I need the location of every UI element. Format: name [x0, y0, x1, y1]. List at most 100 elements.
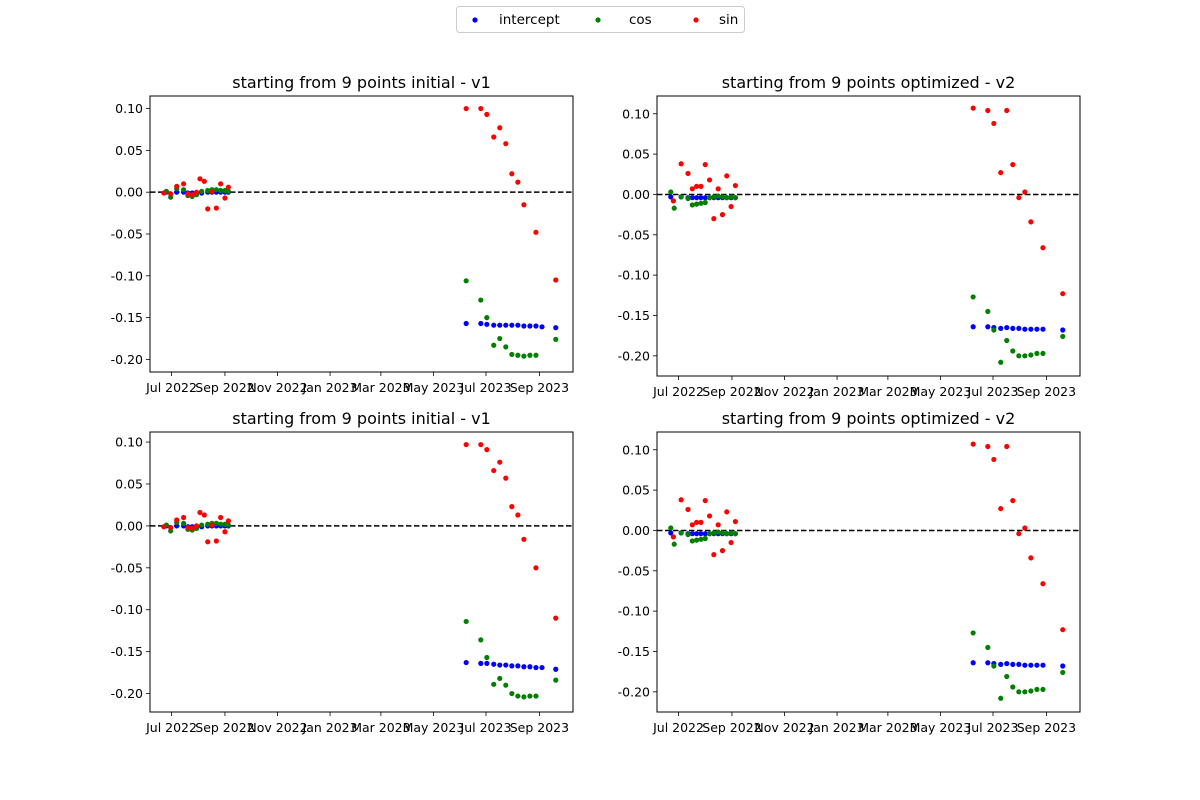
series-cos — [668, 189, 1066, 365]
data-point-intercept — [539, 664, 545, 671]
series-sin — [161, 441, 559, 621]
data-point-cos — [180, 520, 187, 526]
data-point-cos — [199, 188, 205, 194]
data-point-intercept — [515, 663, 521, 669]
data-point-sin — [521, 536, 527, 542]
data-point-cos — [724, 195, 730, 201]
y-tick-label: 0.05 — [115, 143, 143, 158]
data-point-cos — [698, 536, 704, 542]
data-point-intercept — [970, 324, 976, 330]
subplot-title: starting from 9 points optimized - v2 — [722, 73, 1016, 92]
data-point-intercept — [1028, 326, 1034, 332]
data-point-sin — [1004, 107, 1010, 114]
data-point-sin — [1040, 245, 1046, 251]
data-point-sin — [491, 467, 497, 474]
data-point-cos — [1022, 689, 1028, 695]
data-point-sin — [168, 191, 174, 197]
data-point-cos — [491, 342, 497, 348]
data-point-sin — [174, 517, 180, 523]
data-point-cos — [998, 359, 1004, 365]
data-point-cos — [668, 525, 674, 531]
data-point-sin — [1060, 291, 1066, 297]
y-tick-label: -0.15 — [111, 310, 143, 325]
data-point-cos — [1022, 353, 1028, 359]
data-point-cos — [998, 695, 1004, 701]
data-point-cos — [527, 693, 533, 699]
data-point-cos — [668, 189, 674, 195]
data-point-cos — [213, 520, 219, 526]
data-point-cos — [1028, 352, 1034, 358]
data-point-sin — [484, 111, 490, 117]
y-tick-label: -0.20 — [618, 684, 650, 699]
data-point-intercept — [553, 666, 559, 672]
data-point-sin — [711, 216, 717, 222]
y-tick-label: -0.20 — [111, 686, 143, 701]
data-point-cos — [533, 693, 539, 699]
data-point-cos — [719, 194, 726, 200]
data-point-cos — [724, 531, 730, 537]
legend: intercept cos sin — [456, 6, 745, 33]
data-point-cos — [515, 352, 521, 358]
data-point-intercept — [1004, 324, 1010, 331]
x-tick-label: Jan 2023 — [302, 380, 358, 395]
data-point-intercept — [533, 323, 539, 329]
data-point-intercept — [533, 664, 539, 671]
y-tick-label: -0.05 — [111, 560, 143, 575]
data-point-cos — [1034, 350, 1040, 357]
y-tick-label: 0.10 — [622, 106, 650, 121]
data-point-intercept — [478, 320, 484, 327]
data-point-sin — [161, 190, 167, 196]
data-point-intercept — [497, 322, 503, 328]
y-tick-label: 0.00 — [115, 185, 143, 200]
data-point-intercept — [463, 320, 469, 327]
data-point-intercept — [484, 660, 490, 666]
y-tick-label: 0.00 — [115, 518, 143, 533]
data-point-cos — [678, 530, 684, 536]
data-point-sin — [225, 184, 231, 190]
data-point-cos — [205, 187, 211, 194]
data-point-intercept — [491, 661, 497, 667]
data-point-intercept — [694, 531, 700, 537]
data-point-sin — [515, 512, 521, 518]
data-point-cos — [225, 522, 231, 528]
data-point-sin — [1016, 531, 1022, 537]
data-point-sin — [715, 522, 721, 528]
x-tick-label: Jan 2023 — [809, 384, 865, 399]
data-point-sin — [533, 229, 539, 235]
data-point-intercept — [553, 325, 559, 331]
data-point-sin — [1010, 161, 1016, 168]
data-point-cos — [533, 352, 539, 358]
y-tick-label: -0.05 — [111, 227, 143, 242]
data-point-intercept — [698, 531, 704, 537]
data-point-sin — [463, 105, 469, 112]
data-point-cos — [463, 278, 469, 284]
data-point-sin — [694, 183, 700, 189]
data-point-sin — [1016, 195, 1022, 201]
data-point-sin — [553, 277, 559, 283]
data-point-intercept — [970, 660, 976, 666]
data-point-sin — [678, 497, 684, 503]
x-tick-label: Sep 2022 — [702, 720, 761, 735]
data-point-intercept — [985, 324, 991, 330]
x-tick-label: May 2023 — [910, 384, 972, 399]
x-tick-label: Jul 2023 — [967, 720, 1019, 735]
legend-marker-sin — [693, 17, 699, 23]
data-point-cos — [521, 694, 527, 700]
data-point-sin — [222, 195, 228, 201]
data-point-sin — [728, 539, 734, 546]
data-point-intercept — [521, 323, 527, 329]
x-tick-label: Nov 2022 — [247, 720, 307, 735]
data-point-cos — [180, 187, 187, 193]
data-point-sin — [180, 514, 187, 521]
data-point-sin — [201, 178, 207, 184]
data-point-cos — [715, 529, 721, 535]
data-point-cos — [698, 200, 704, 206]
data-point-sin — [1028, 555, 1034, 561]
data-point-sin — [732, 518, 738, 525]
data-point-intercept — [998, 661, 1004, 667]
data-point-intercept — [509, 663, 515, 669]
data-point-intercept — [1040, 326, 1046, 332]
x-tick-label: Jul 2023 — [460, 720, 512, 735]
